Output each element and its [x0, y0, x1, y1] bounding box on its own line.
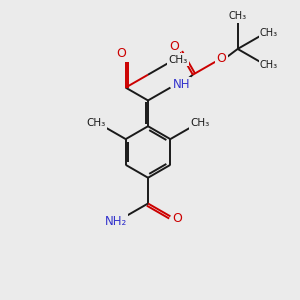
Text: NH₂: NH₂ [105, 215, 127, 228]
Text: CH₃: CH₃ [229, 11, 247, 21]
Text: CH₃: CH₃ [260, 28, 278, 38]
Text: CH₃: CH₃ [87, 118, 106, 128]
Text: CH₃: CH₃ [260, 60, 278, 70]
Text: O: O [169, 40, 179, 53]
Text: CH₃: CH₃ [190, 118, 209, 128]
Text: O: O [216, 52, 226, 65]
Text: O: O [172, 212, 182, 225]
Text: NH: NH [172, 78, 190, 91]
Text: O: O [117, 47, 127, 60]
Text: CH₃: CH₃ [169, 55, 188, 65]
